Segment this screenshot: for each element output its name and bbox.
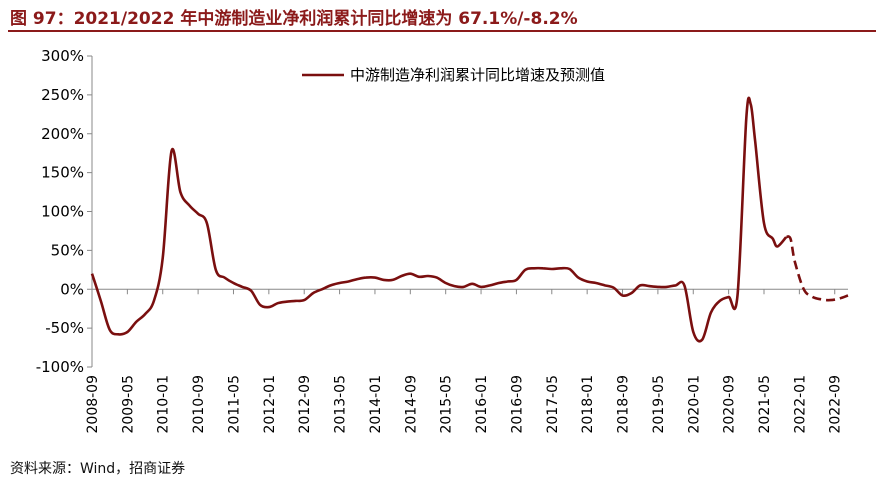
legend: 中游制造净利润累计同比增速及预测值 bbox=[302, 66, 605, 84]
x-tick-label: 2018-09 bbox=[616, 375, 632, 434]
y-tick-label: 200% bbox=[41, 125, 84, 143]
figure-title: 图 97：2021/2022 年中游制造业净利润累计同比增速为 67.1%/-8… bbox=[10, 9, 578, 29]
title-divider bbox=[8, 30, 876, 32]
y-axis-ticks: -100% -50% 0% 50% 100% 150% 200% 250% 300% bbox=[36, 47, 92, 376]
legend-label: 中游制造净利润累计同比增速及预测值 bbox=[350, 66, 605, 84]
source-note: 资料来源：Wind，招商证券 bbox=[10, 461, 186, 477]
y-tick-label: 150% bbox=[41, 164, 84, 182]
forecast-line bbox=[785, 235, 849, 302]
y-tick-label: -50% bbox=[45, 319, 84, 337]
x-tick-label: 2010-01 bbox=[156, 375, 172, 434]
y-tick-label: -100% bbox=[36, 358, 84, 376]
y-tick-label: 100% bbox=[41, 203, 84, 221]
x-tick-label: 2020-09 bbox=[722, 375, 738, 434]
x-tick-label: 2011-05 bbox=[226, 375, 242, 434]
x-tick-label: 2012-01 bbox=[262, 375, 278, 434]
y-tick-label: 50% bbox=[51, 241, 84, 259]
x-tick-label: 2016-09 bbox=[509, 375, 525, 434]
x-tick-label: 2016-01 bbox=[474, 375, 490, 434]
chart-axes bbox=[91, 56, 848, 367]
x-tick-label: 2018-01 bbox=[580, 375, 596, 434]
x-tick-label: 2013-05 bbox=[333, 375, 349, 434]
y-tick-label: 250% bbox=[41, 86, 84, 104]
x-tick-label: 2019-05 bbox=[651, 375, 667, 434]
series-line bbox=[90, 96, 788, 343]
x-tick-label: 2014-01 bbox=[368, 375, 384, 434]
series-layer bbox=[90, 96, 849, 343]
x-tick-label: 2008-09 bbox=[85, 375, 101, 434]
x-tick-label: 2017-05 bbox=[545, 375, 561, 434]
x-tick-label: 2009-05 bbox=[120, 375, 136, 434]
x-tick-label: 2021-05 bbox=[757, 375, 773, 434]
x-tick-label: 2020-01 bbox=[686, 375, 702, 434]
x-tick-label: 2010-09 bbox=[191, 375, 207, 434]
x-tick-label: 2022-09 bbox=[828, 375, 844, 434]
y-tick-label: 300% bbox=[41, 47, 84, 65]
x-tick-label: 2015-05 bbox=[439, 375, 455, 434]
y-tick-label: 0% bbox=[60, 280, 84, 298]
x-axis-ticks: 2008-09 2009-05 2010-01 2010-09 2011-05 2012-… bbox=[85, 289, 844, 434]
x-tick-label: 2012-09 bbox=[297, 375, 313, 434]
x-tick-label: 2014-09 bbox=[403, 375, 419, 434]
x-tick-label: 2022-01 bbox=[792, 375, 808, 434]
